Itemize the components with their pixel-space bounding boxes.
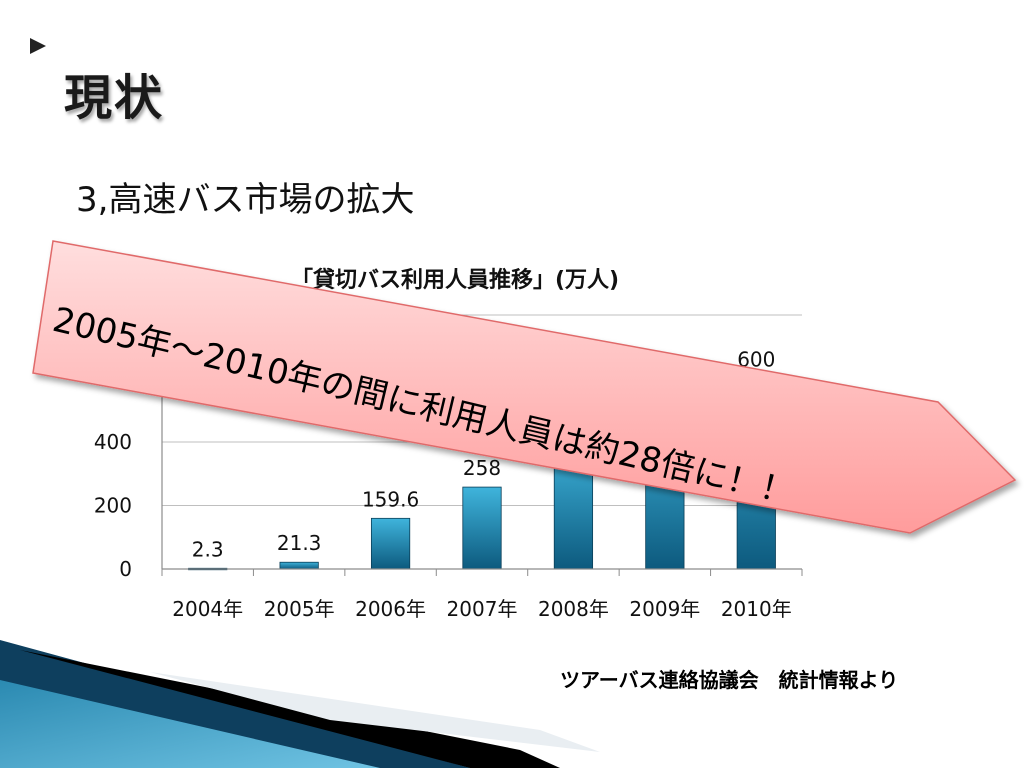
- data-label: 21.3: [277, 531, 322, 555]
- data-label: 258: [463, 456, 501, 480]
- y-tick-label: 400: [94, 430, 132, 454]
- slide-subtitle: 3,高速バス市場の拡大: [76, 180, 415, 220]
- y-tick-label: 200: [94, 494, 132, 518]
- x-tick-label: 2006年: [355, 597, 426, 621]
- chart-title: 「貸切バス利用人員推移」(万人): [290, 268, 620, 293]
- y-tick-label: 0: [119, 557, 132, 581]
- x-tick-label: 2007年: [447, 597, 518, 621]
- data-label: 2.3: [192, 537, 224, 561]
- x-tick-label: 2005年: [264, 597, 335, 621]
- source-note: ツアーバス連絡協議会 統計情報より: [560, 668, 899, 692]
- bar: [462, 486, 502, 570]
- x-tick-label: 2004年: [172, 597, 243, 621]
- slide-title: 現状: [64, 70, 165, 126]
- data-label: 159.6: [362, 487, 419, 511]
- bar: [370, 517, 411, 570]
- bullet-arrow-icon: [30, 38, 46, 54]
- x-tick-label: 2008年: [538, 597, 609, 621]
- x-tick-label: 2009年: [629, 597, 700, 621]
- x-tick-label: 2010年: [721, 597, 792, 621]
